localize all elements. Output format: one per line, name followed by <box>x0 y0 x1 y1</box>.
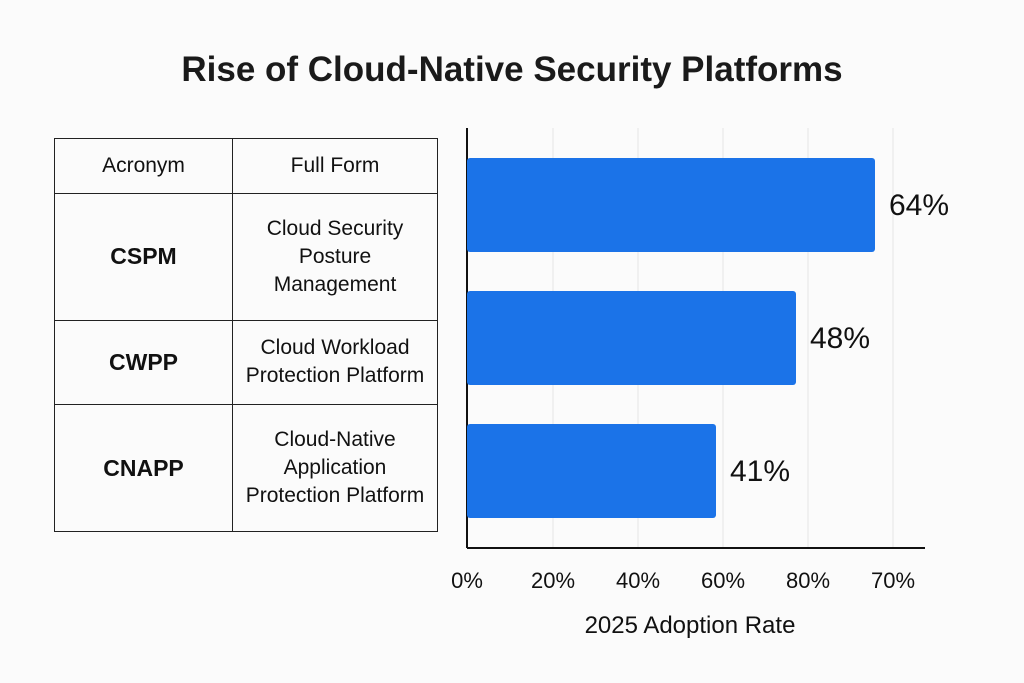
bar-chart: 64% 48% 41% 0% 20% 40% 60% 80% 70% 2025 Adoption … <box>451 128 949 639</box>
x-tick-label: 80% <box>786 568 830 593</box>
table-header-acronym: Acronym <box>54 138 233 194</box>
acronym-cell: CSPM <box>54 193 233 321</box>
acronym-cell: CNAPP <box>54 404 233 532</box>
x-tick-label: 60% <box>701 568 745 593</box>
full-form-cell: Cloud Security Posture Management <box>232 193 438 321</box>
table-header-row: Acronym Full Form <box>54 138 438 194</box>
chart-title: Rise of Cloud-Native Security Platforms <box>181 50 843 89</box>
data-label: 64% <box>889 189 949 222</box>
table-header-full-form: Full Form <box>232 138 438 194</box>
acronym-table: Acronym Full Form CSPM Cloud Security Po… <box>54 138 438 532</box>
data-label: 41% <box>730 455 790 488</box>
x-tick-label: 40% <box>616 568 660 593</box>
acronym-cell: CWPP <box>54 319 233 406</box>
data-label: 48% <box>810 322 870 355</box>
bar <box>467 291 796 385</box>
full-form-cell: Cloud-Native Application Protection Plat… <box>232 404 438 532</box>
bar <box>467 158 875 252</box>
x-tick-label: 20% <box>531 568 575 593</box>
x-tick-label: 0% <box>451 568 483 593</box>
bar <box>467 424 716 518</box>
x-axis-label: 2025 Adoption Rate <box>585 612 796 639</box>
x-tick-label: 70% <box>871 568 915 593</box>
table-row: CWPP Cloud Workload Protection Platform <box>54 319 438 406</box>
full-form-cell: Cloud Workload Protection Platform <box>232 319 438 406</box>
table-row: CNAPP Cloud-Native Application Protectio… <box>54 404 438 532</box>
table-row: CSPM Cloud Security Posture Management <box>54 193 438 321</box>
